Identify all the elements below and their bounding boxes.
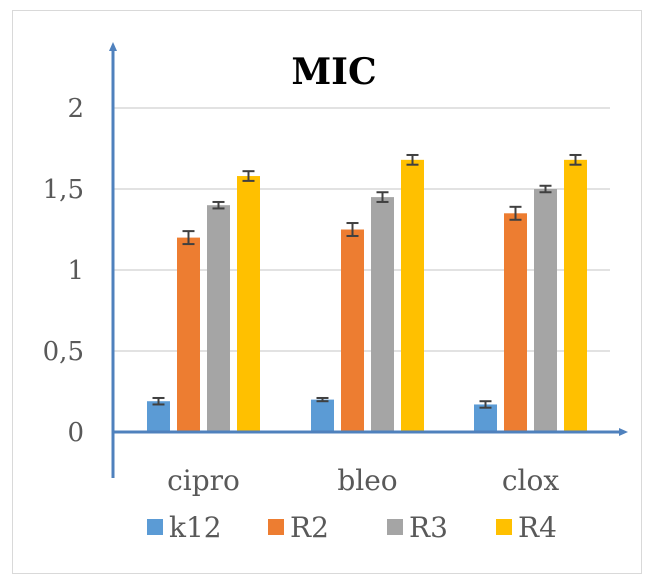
bar-r3-clox (534, 189, 557, 432)
axes-group (109, 42, 628, 478)
legend-item-r3: R3 (387, 511, 448, 544)
error-bar-r3-clox (539, 184, 552, 194)
y-tick-label: 1 (67, 256, 84, 286)
bar-k12-cipro (147, 401, 170, 432)
y-tick-label: 0,5 (43, 337, 84, 367)
bar-r4-bleo (401, 159, 424, 432)
bar-r4-clox (564, 159, 587, 432)
error-bar-r3-cipro (212, 200, 225, 210)
bar-r2-cipro (177, 237, 200, 432)
y-tick-label: 1,5 (43, 175, 84, 205)
legend-swatch (147, 519, 163, 535)
y-tick-label: 2 (67, 94, 84, 124)
error-bar-r4-cipro (242, 170, 255, 182)
bar-r4-cipro (237, 176, 260, 432)
category-label-bleo: bleo (337, 464, 397, 497)
y-tick-labels: 0 0,5 1 1,5 2 (43, 94, 84, 448)
legend-swatch (387, 519, 403, 535)
legend-label: R4 (518, 511, 557, 544)
legend-label: R2 (290, 511, 329, 544)
error-bar-k12-cipro (152, 396, 165, 406)
bar-r3-bleo (371, 197, 394, 432)
bar-r2-clox (504, 213, 527, 432)
bar-r2-bleo (341, 229, 364, 432)
bar-r3-cipro (207, 205, 230, 432)
legend: k12 R2 R3 R4 (147, 511, 557, 544)
category-label-clox: clox (502, 464, 559, 497)
error-bar-k12-bleo (316, 396, 329, 403)
error-bar-r4-clox (569, 153, 582, 166)
error-bar-r2-bleo (346, 222, 359, 237)
bar-k12-bleo (311, 399, 334, 432)
legend-item-k12: k12 (147, 511, 222, 544)
legend-swatch (496, 519, 512, 535)
error-bar-r2-clox (509, 205, 522, 221)
error-bar-k12-clox (479, 400, 492, 409)
error-bar-r2-cipro (182, 230, 195, 246)
category-labels: cipro bleo clox (167, 464, 559, 497)
chart-title: MIC (291, 51, 376, 93)
legend-swatch (268, 519, 284, 535)
error-bar-r3-bleo (376, 191, 389, 203)
error-bars-group (152, 153, 582, 409)
bar-k12-clox (474, 404, 497, 432)
legend-item-r2: R2 (268, 511, 329, 544)
bars-group (147, 159, 587, 432)
legend-label: k12 (169, 511, 222, 544)
legend-item-r4: R4 (496, 511, 557, 544)
error-bar-r4-bleo (406, 153, 419, 166)
category-label-cipro: cipro (167, 464, 240, 497)
y-tick-label: 0 (67, 418, 84, 448)
legend-label: R3 (409, 511, 448, 544)
